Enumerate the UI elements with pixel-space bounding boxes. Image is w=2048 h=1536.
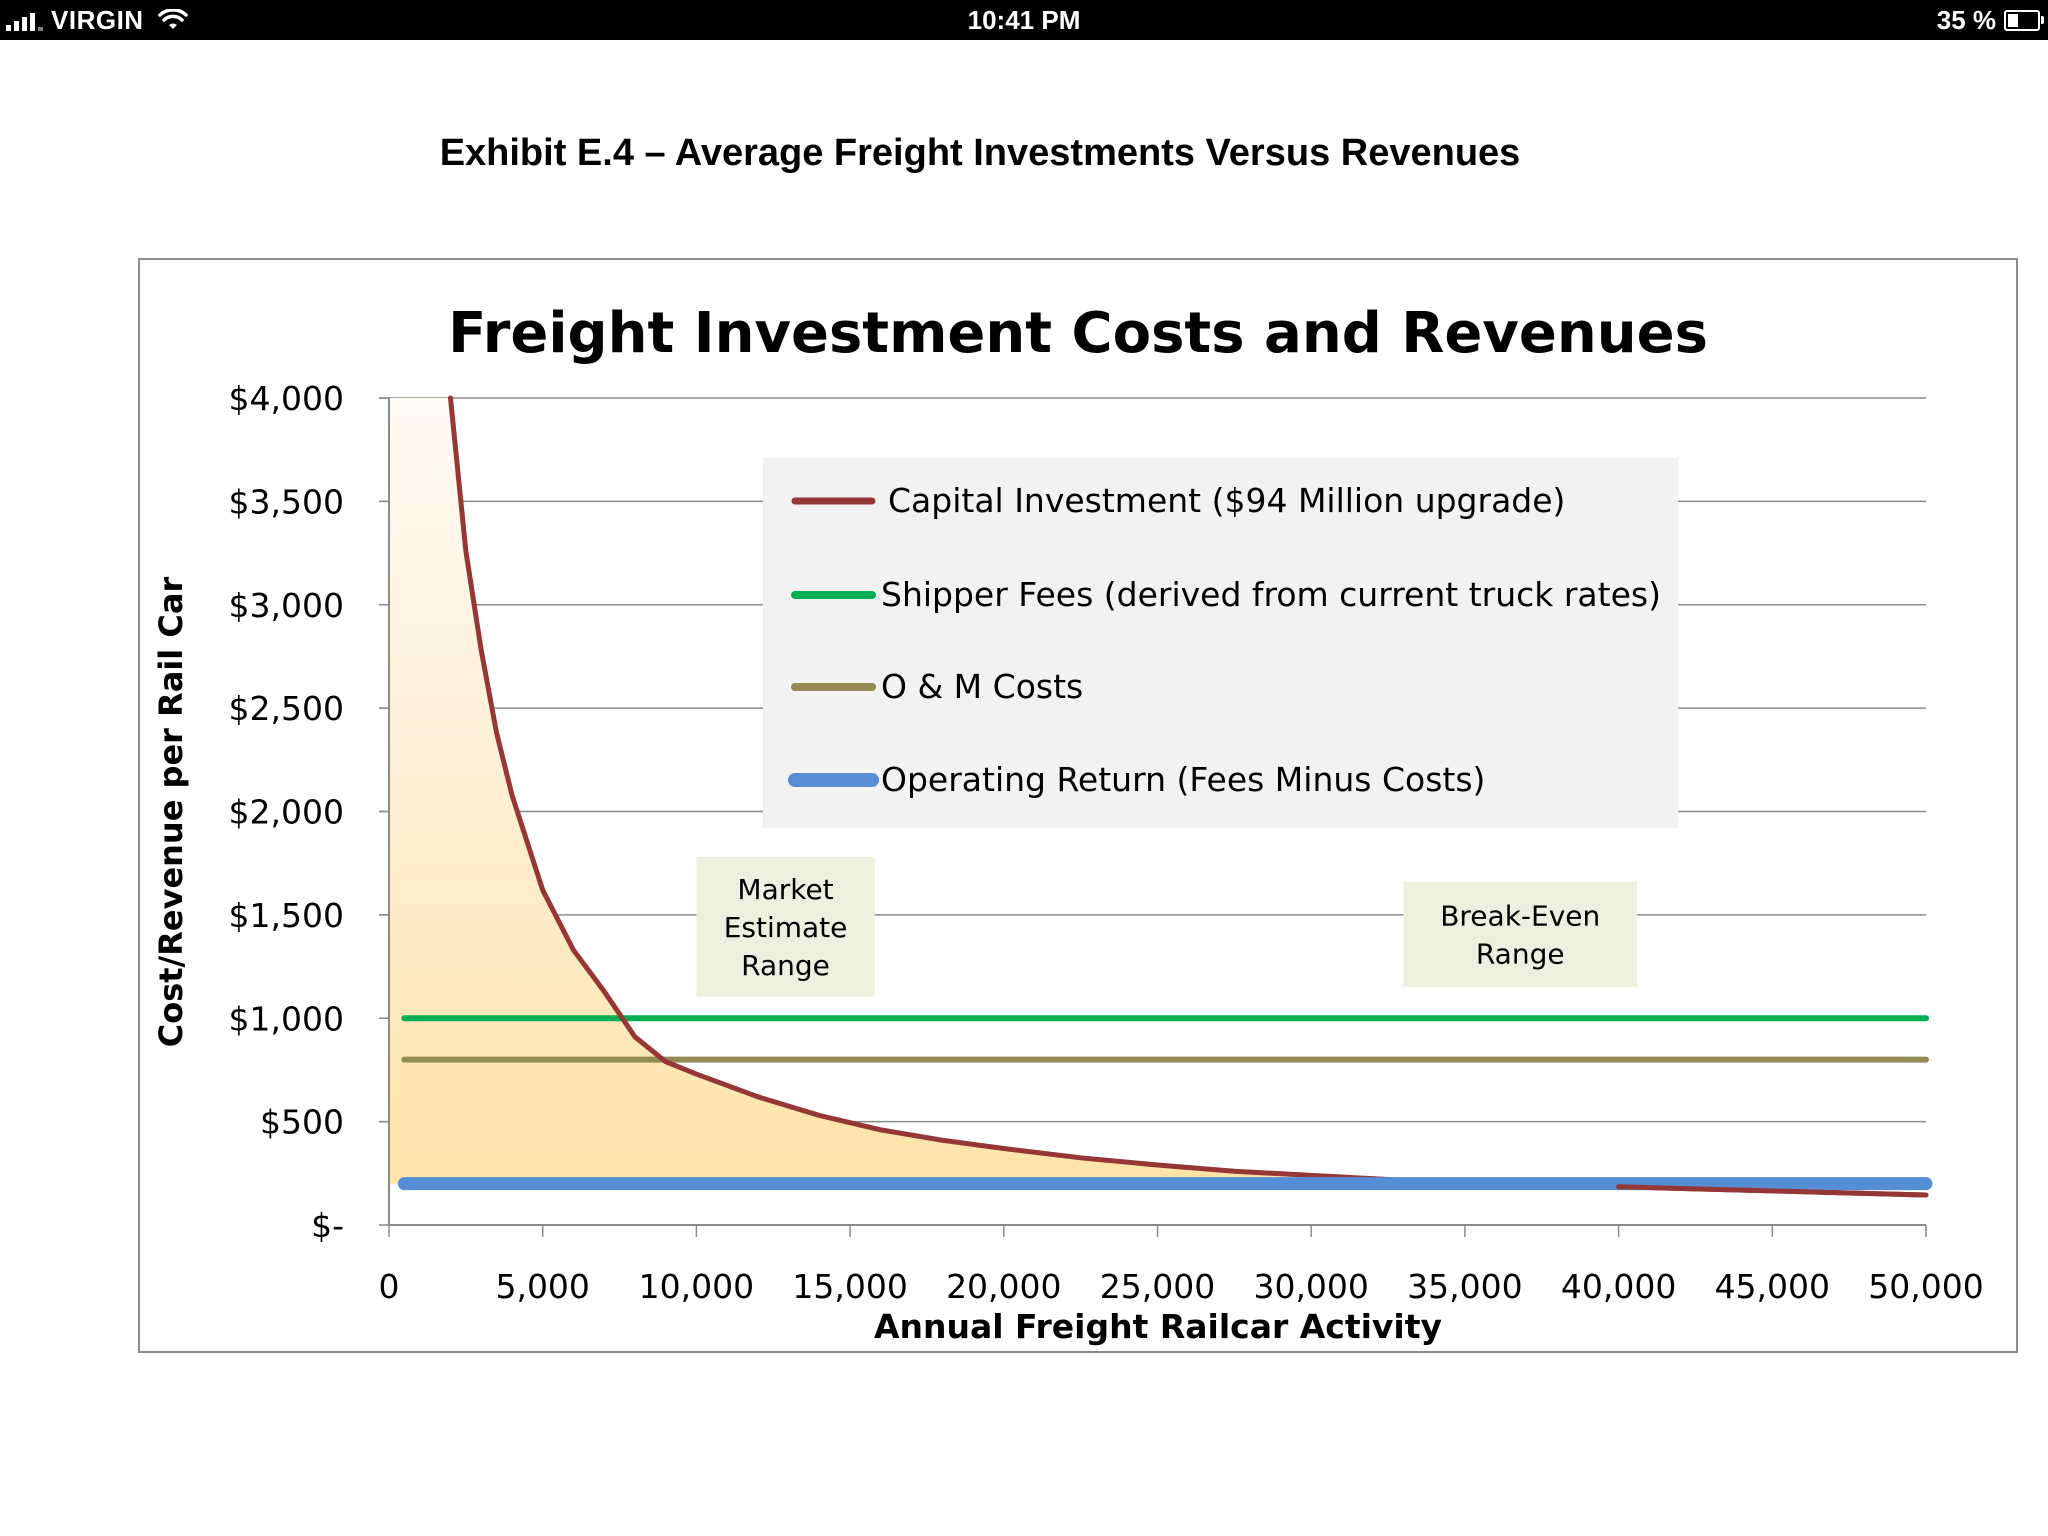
x-tick-label-8: 40,000 xyxy=(1561,1267,1676,1306)
legend-box xyxy=(763,458,1678,828)
carrier-name: VIRGIN xyxy=(51,4,144,35)
x-tick-label-6: 30,000 xyxy=(1253,1267,1368,1306)
status-bar: VIRGIN 10:41 PM 35 % xyxy=(0,0,2048,40)
y-tick-label-4: $2,000 xyxy=(229,793,344,832)
y-tick-label-3: $1,500 xyxy=(229,896,344,935)
wifi-icon xyxy=(157,9,188,29)
status-time: 10:41 PM xyxy=(967,5,1081,35)
battery-percent: 35 % xyxy=(1936,4,1996,35)
x-tick-label-10: 50,000 xyxy=(1868,1267,1983,1306)
y-axis-label: Cost/Revenue per Rail Car xyxy=(152,577,190,1048)
legend-label-2: O & M Costs xyxy=(881,667,1083,706)
legend-label-0: Capital Investment ($94 Million upgrade) xyxy=(888,481,1565,520)
annotation-box-market-estimate-range xyxy=(696,856,875,997)
x-tick-label-9: 45,000 xyxy=(1715,1267,1830,1306)
x-tick-label-4: 20,000 xyxy=(946,1267,1061,1306)
legend-label-3: Operating Return (Fees Minus Costs) xyxy=(881,760,1485,799)
annotation-text-break-even-range-1: Range xyxy=(1476,938,1565,971)
exhibit-title: Exhibit E.4 – Average Freight Investment… xyxy=(439,132,1521,174)
annotation-text-market-estimate-range-1: Estimate xyxy=(724,911,848,944)
status-left: VIRGIN xyxy=(6,0,188,40)
annotation-text-market-estimate-range-2: Range xyxy=(741,949,830,982)
x-axis-label: Annual Freight Railcar Activity xyxy=(874,1307,1442,1346)
annotation-text-market-estimate-range-0: Market xyxy=(737,873,833,906)
chart-title: Freight Investment Costs and Revenues xyxy=(448,301,1708,366)
battery-fill xyxy=(2008,13,2018,27)
status-right: 35 % xyxy=(1936,0,2044,40)
y-tick-label-8: $4,000 xyxy=(229,379,344,418)
y-tick-label-6: $3,000 xyxy=(229,586,344,625)
y-tick-label-0: $- xyxy=(311,1206,344,1245)
annotation-box-break-even-range xyxy=(1403,881,1638,988)
y-tick-label-5: $2,500 xyxy=(229,689,344,728)
x-tick-label-5: 25,000 xyxy=(1100,1267,1215,1306)
x-tick-label-0: 0 xyxy=(379,1267,400,1306)
x-tick-label-2: 10,000 xyxy=(639,1267,754,1306)
legend-label-1: Shipper Fees (derived from current truck… xyxy=(881,575,1661,614)
y-tick-label-1: $500 xyxy=(260,1103,344,1142)
series-line-0-tail xyxy=(1616,1184,1929,1198)
annotation-text-break-even-range-0: Break-Even xyxy=(1440,900,1600,933)
x-tick-label-1: 5,000 xyxy=(495,1267,589,1306)
shaded-region xyxy=(389,398,1465,1184)
signal-bars-icon xyxy=(6,9,43,31)
x-tick-label-7: 35,000 xyxy=(1407,1267,1522,1306)
battery-charging-icon xyxy=(2004,9,2044,31)
y-tick-label-2: $1,000 xyxy=(229,999,344,1038)
y-tick-label-7: $3,500 xyxy=(229,482,344,521)
x-tick-label-3: 15,000 xyxy=(792,1267,907,1306)
